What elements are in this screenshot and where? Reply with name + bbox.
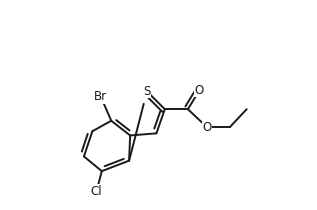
Text: O: O [195, 84, 204, 97]
Text: Cl: Cl [91, 185, 102, 198]
Text: S: S [143, 85, 151, 98]
Text: Br: Br [94, 90, 107, 103]
Text: O: O [202, 121, 211, 134]
